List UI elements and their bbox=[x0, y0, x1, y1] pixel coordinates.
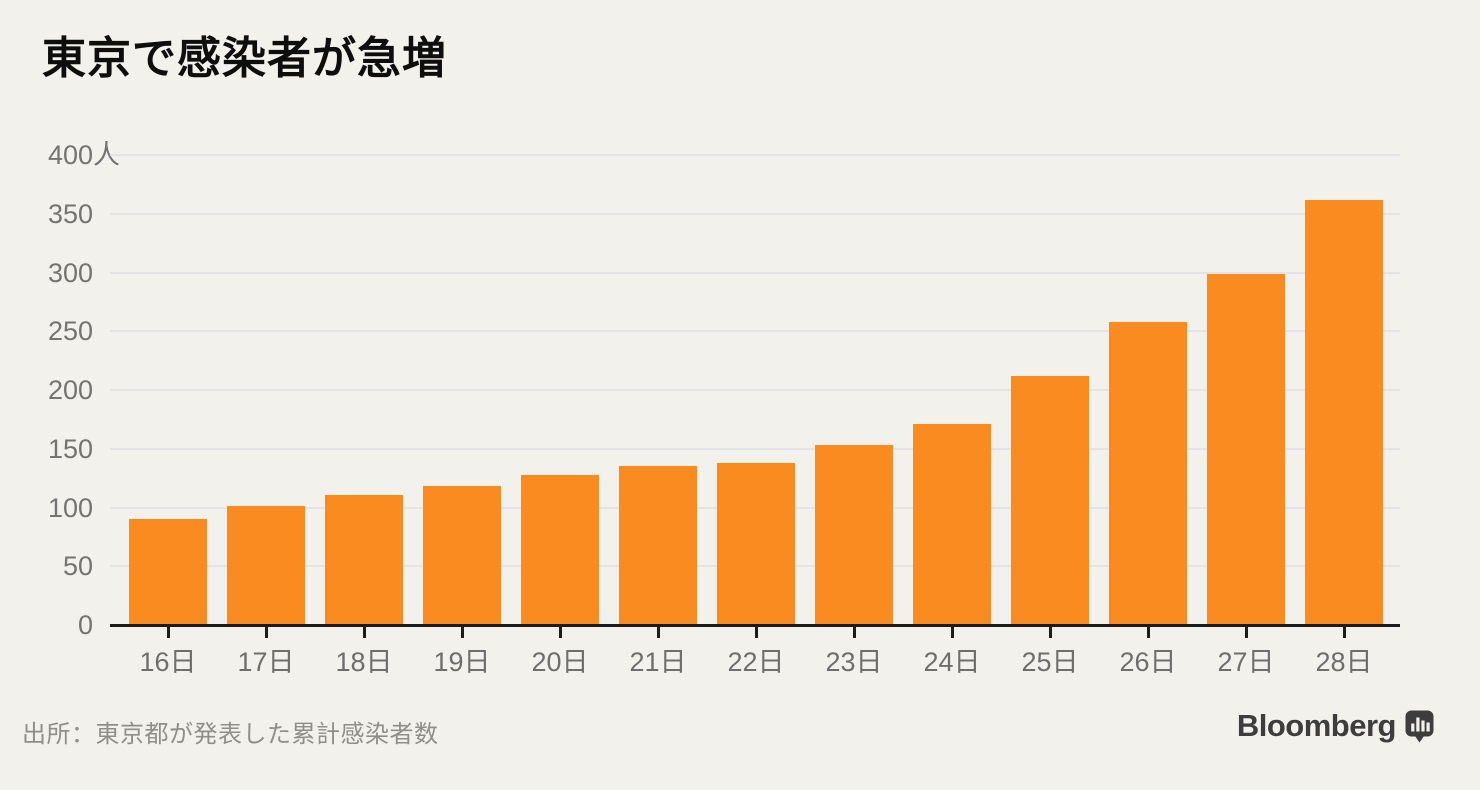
bar-16日 bbox=[129, 519, 207, 625]
y-axis-label-0: 0 bbox=[77, 610, 93, 640]
y-axis-label-350: 350 bbox=[47, 198, 93, 229]
x-axis-tick-20日 bbox=[558, 627, 562, 638]
plot-area bbox=[110, 154, 1400, 638]
x-axis-tick-17日 bbox=[264, 627, 268, 638]
x-axis-label-28日: 28日 bbox=[1315, 647, 1373, 677]
bar-25日 bbox=[1011, 376, 1089, 625]
x-axis-tick-28日 bbox=[1342, 627, 1346, 638]
x-axis-tick-26日 bbox=[1146, 627, 1150, 638]
bloomberg-logo: Bloomberg bbox=[1237, 708, 1434, 744]
x-axis-tick-21日 bbox=[656, 627, 660, 638]
y-axis-label-300: 300 bbox=[47, 257, 93, 288]
bar-21日 bbox=[619, 466, 697, 625]
x-axis-tick-24日 bbox=[950, 627, 954, 638]
y-axis-label-100: 100 bbox=[47, 492, 93, 523]
bar-18日 bbox=[325, 495, 403, 625]
x-axis-tick-25日 bbox=[1048, 627, 1052, 638]
bar-24日 bbox=[913, 424, 991, 625]
y-axis-label-150: 150 bbox=[47, 433, 93, 464]
y-axis-label-400: 400 人 bbox=[47, 140, 120, 170]
y-axis-label-200: 200 bbox=[47, 375, 93, 405]
bar-19日 bbox=[423, 486, 501, 625]
x-axis-tick-22日 bbox=[754, 627, 758, 638]
x-axis-tick-19日 bbox=[460, 627, 464, 638]
x-axis-label-27日: 27日 bbox=[1217, 647, 1275, 677]
gridline-300 bbox=[110, 271, 1400, 274]
bar-20日 bbox=[521, 475, 599, 625]
gridline-350 bbox=[110, 212, 1400, 215]
bar-chart-bubble-icon bbox=[1405, 710, 1434, 742]
x-axis-tick-27日 bbox=[1244, 627, 1248, 638]
x-axis-label-22日: 22日 bbox=[727, 647, 785, 677]
x-axis-label-23日: 23日 bbox=[825, 647, 883, 677]
bar-23日 bbox=[815, 445, 893, 625]
bar-22日 bbox=[717, 463, 795, 625]
x-axis-label-24日: 24日 bbox=[923, 647, 981, 677]
bar-26日 bbox=[1109, 322, 1187, 625]
x-axis-tick-16日 bbox=[166, 627, 170, 638]
chart-title: 東京で感染者が急増 bbox=[42, 34, 447, 83]
x-axis-line bbox=[110, 624, 1400, 627]
gridline-250 bbox=[110, 330, 1400, 333]
y-axis-label-50: 50 bbox=[62, 551, 93, 582]
x-axis-tick-23日 bbox=[852, 627, 856, 638]
bar-27日 bbox=[1207, 274, 1285, 625]
source-note: 出所：東京都が発表した累計感染者数 bbox=[22, 721, 439, 748]
x-axis-label-18日: 18日 bbox=[335, 647, 393, 677]
x-axis-label-20日: 20日 bbox=[531, 647, 589, 677]
x-axis-tick-18日 bbox=[362, 627, 366, 638]
bloomberg-wordmark: Bloomberg bbox=[1236, 708, 1397, 743]
bar-28日 bbox=[1305, 200, 1383, 625]
x-axis-label-25日: 25日 bbox=[1021, 647, 1079, 677]
x-axis-label-17日: 17日 bbox=[237, 647, 295, 677]
x-axis-label-21日: 21日 bbox=[629, 647, 687, 677]
x-axis-label-26日: 26日 bbox=[1119, 647, 1177, 677]
x-axis-label-19日: 19日 bbox=[433, 647, 491, 677]
y-axis-label-250: 250 bbox=[47, 316, 93, 347]
gridline-150 bbox=[110, 447, 1400, 450]
x-axis-label-16日: 16日 bbox=[139, 647, 197, 677]
gridline-200 bbox=[110, 389, 1400, 391]
gridline-400 bbox=[110, 154, 1400, 156]
bar-17日 bbox=[227, 506, 305, 625]
